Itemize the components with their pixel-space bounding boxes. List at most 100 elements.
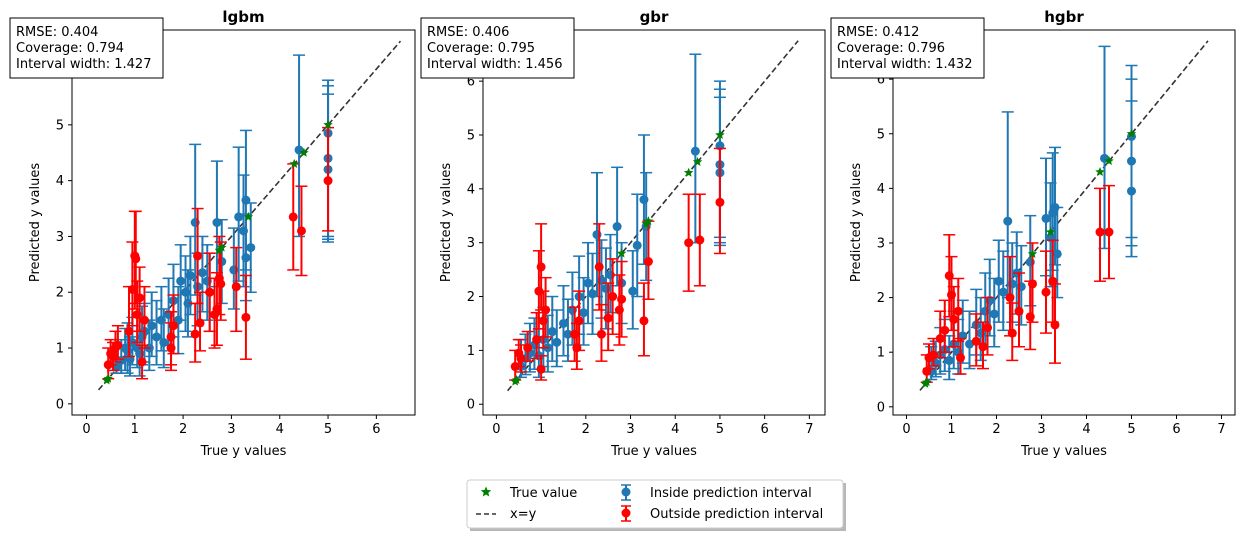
plot-area <box>919 40 1209 391</box>
point-marker <box>956 353 965 363</box>
y-tick-label: 0 <box>877 400 885 415</box>
outside-interval-point <box>573 290 586 352</box>
x-tick-label: 1 <box>947 422 955 437</box>
legend-outside-label: Outside prediction interval <box>650 507 823 522</box>
point-marker <box>594 262 604 272</box>
point-marker <box>190 329 200 339</box>
outside-interval-point <box>295 185 308 277</box>
point-marker <box>536 364 546 374</box>
y-tick-label: 1 <box>467 344 475 359</box>
inside-interval-point <box>577 276 590 346</box>
true-value-marker <box>616 248 627 258</box>
metrics-line: Interval width: 1.456 <box>427 57 562 72</box>
outside-interval-point <box>191 207 204 305</box>
legend-true-label: True value <box>509 486 577 501</box>
axes-frame <box>482 29 826 416</box>
outside-interval-point <box>954 337 967 375</box>
metrics-line: Coverage: 0.796 <box>837 41 945 56</box>
point-marker <box>185 271 195 281</box>
y-axis-label: Predicted y values <box>28 163 43 282</box>
subplot-title: lgbm <box>222 8 264 26</box>
true-value-marker <box>715 130 725 140</box>
point-marker <box>131 254 141 264</box>
point-marker <box>1007 328 1017 338</box>
y-tick-label: 1 <box>877 346 885 361</box>
point-marker <box>137 357 147 367</box>
outside-interval-point <box>615 260 628 338</box>
true-value-marker <box>289 158 299 168</box>
legend-true-marker <box>480 486 492 497</box>
inside-interval-point <box>184 235 197 316</box>
y-tick-label: 3 <box>877 236 885 251</box>
point-marker <box>628 286 638 296</box>
point-marker <box>944 355 954 365</box>
outside-interval-point <box>934 310 947 359</box>
point-marker <box>579 308 589 318</box>
x-tick-label: 7 <box>805 422 813 437</box>
x-tick-label: 3 <box>1037 422 1045 437</box>
x-tick-label: 2 <box>992 422 1000 437</box>
x-axis-label: True y values <box>610 444 697 459</box>
point-marker <box>231 282 241 292</box>
inside-interval-point <box>196 235 209 313</box>
point-marker <box>639 316 649 326</box>
outside-interval-point <box>1006 302 1019 362</box>
point-marker <box>1104 227 1114 237</box>
outside-interval-point <box>133 266 146 333</box>
x-axis-label: True y values <box>1020 444 1107 459</box>
point-marker <box>1041 287 1051 297</box>
y-tick-label: 3 <box>56 230 64 245</box>
legend-xy-label: x=y <box>510 507 537 522</box>
outside-interval-point <box>970 313 983 367</box>
point-marker <box>935 334 945 344</box>
point-marker <box>288 212 298 222</box>
plot-area <box>506 40 799 392</box>
outside-interval-point <box>521 330 534 362</box>
point-marker <box>296 226 306 236</box>
outside-interval-point <box>203 252 216 333</box>
legend: True value x=y Inside prediction interva… <box>466 479 846 531</box>
outside-interval-point <box>593 223 606 311</box>
x-tick-label: 1 <box>537 422 545 437</box>
outside-interval-point <box>1094 187 1106 282</box>
point-marker <box>643 257 653 267</box>
point-marker <box>246 243 256 253</box>
true-value-marker <box>921 377 932 387</box>
subplot-gbr: gbr 0 1 2 3 4 5 6 7 0 1 2 3 4 5 6 True y values Predicted… <box>420 8 826 459</box>
true-value-marker <box>103 373 113 383</box>
y-tick-label: 5 <box>467 129 475 144</box>
point-marker <box>241 312 251 322</box>
true-value-marker <box>1095 166 1105 177</box>
point-marker <box>1041 213 1051 223</box>
y-tick-label: 3 <box>467 236 475 251</box>
point-marker <box>197 268 207 278</box>
point-marker <box>1095 227 1105 237</box>
y-tick-label: 5 <box>56 118 64 133</box>
y-tick-label: 2 <box>56 286 64 301</box>
point-marker <box>965 339 974 349</box>
point-marker <box>176 276 186 286</box>
legend-outside-marker <box>621 505 631 522</box>
point-marker <box>574 316 584 326</box>
point-marker <box>205 287 215 297</box>
legend-inside-marker <box>621 484 631 501</box>
true-value-marker <box>692 156 703 166</box>
y-tick-label: 2 <box>877 291 885 306</box>
point-marker <box>541 305 551 315</box>
point-marker <box>532 335 542 345</box>
point-marker <box>195 318 205 328</box>
x-tick-label: 2 <box>582 422 590 437</box>
point-marker <box>147 321 157 331</box>
outside-interval-point <box>322 126 335 232</box>
outside-interval-point <box>1040 250 1052 334</box>
legend-star-icon <box>480 486 492 497</box>
point-marker <box>1052 249 1062 259</box>
point-marker <box>241 253 251 263</box>
metrics-line: RMSE: 0.406 <box>427 25 509 40</box>
inside-interval-point <box>1001 111 1014 299</box>
point-marker <box>1005 293 1015 303</box>
x-tick-label: 4 <box>1082 422 1090 437</box>
outside-interval-point <box>138 285 151 349</box>
outside-interval-point <box>713 147 726 255</box>
